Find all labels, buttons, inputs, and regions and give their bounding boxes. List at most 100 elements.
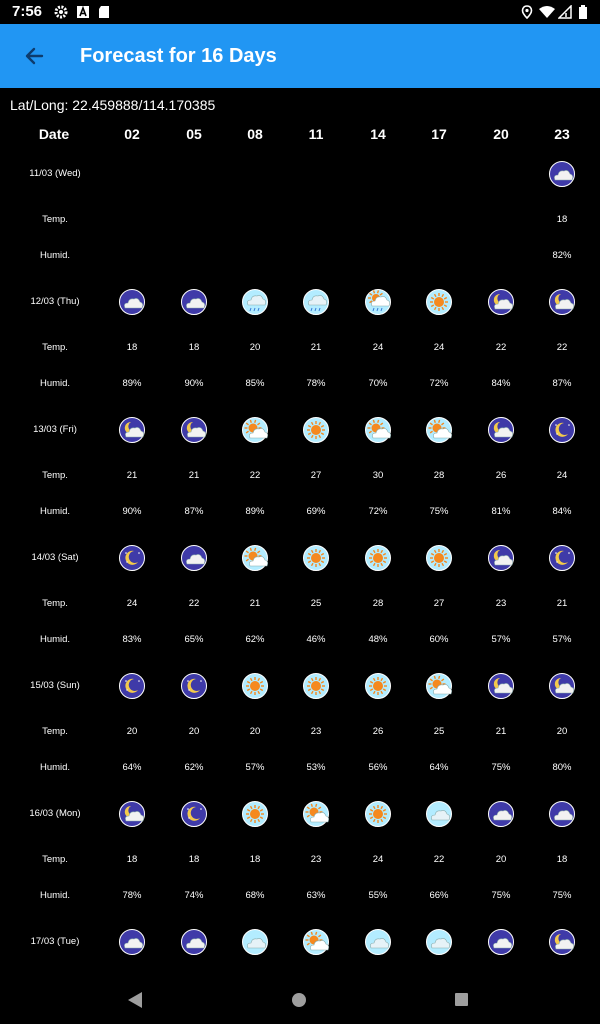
- nav-back-button[interactable]: [128, 992, 142, 1008]
- settings-icon: [54, 5, 68, 19]
- humid-cell: 75%: [552, 890, 572, 901]
- humid-cell: 85%: [245, 378, 265, 389]
- temp-cell: 27: [433, 598, 445, 609]
- temp-cell: 27: [310, 470, 322, 481]
- weather-day-sun-icon: [303, 673, 329, 699]
- humid-cell: 57%: [552, 634, 572, 645]
- humid-cell: 90%: [184, 378, 204, 389]
- temp-cell: 22: [495, 342, 507, 353]
- weather-day-rain-icon: [303, 289, 329, 315]
- weather-day-sun-cloud-icon: [303, 801, 329, 827]
- humid-row-label: Humid.: [39, 378, 71, 389]
- sd-card-icon: [99, 6, 109, 18]
- weather-night-moon-cloud-icon: [119, 417, 145, 443]
- humid-cell: 89%: [122, 378, 142, 389]
- humid-cell: 65%: [184, 634, 204, 645]
- temp-cell: 23: [310, 726, 322, 737]
- humid-cell: 62%: [184, 762, 204, 773]
- weather-day-sun-icon: [242, 801, 268, 827]
- weather-day-sun-icon: [242, 673, 268, 699]
- weather-night-cloudy-icon: [119, 289, 145, 315]
- temp-cell: 20: [249, 342, 261, 353]
- humid-cell: 84%: [491, 378, 511, 389]
- weather-night-moon-cloud-icon: [549, 673, 575, 699]
- day-date-label: 11/03 (Wed): [29, 168, 81, 179]
- temp-cell: 20: [188, 726, 200, 737]
- nav-home-button[interactable]: [292, 993, 306, 1007]
- hour-header-08: 08: [247, 126, 263, 142]
- status-time: 7:56: [12, 3, 43, 20]
- temp-cell: 20: [249, 726, 261, 737]
- humid-cell: 90%: [122, 506, 142, 517]
- humid-cell: 87%: [552, 378, 572, 389]
- weather-night-moon-icon: [119, 673, 145, 699]
- day-date-label: 13/03 (Fri): [33, 424, 77, 435]
- weather-night-moon-cloud-icon: [488, 289, 514, 315]
- temp-cell: 21: [126, 470, 138, 481]
- day-date-label: 16/03 (Mon): [29, 808, 81, 819]
- weather-day-sun-cloud-icon: [426, 673, 452, 699]
- humid-cell: 75%: [429, 506, 449, 517]
- humid-cell: 46%: [306, 634, 326, 645]
- temp-row-label: Temp.: [42, 342, 68, 353]
- humid-cell: 66%: [429, 890, 449, 901]
- temp-cell: 18: [188, 342, 200, 353]
- humid-cell: 87%: [184, 506, 204, 517]
- temp-cell: 18: [556, 214, 568, 225]
- humid-cell: 70%: [368, 378, 388, 389]
- humid-cell: 48%: [368, 634, 388, 645]
- nav-recents-button[interactable]: [455, 993, 468, 1006]
- weather-day-sun-rain-icon: [365, 289, 391, 315]
- weather-night-cloudy-icon: [119, 929, 145, 955]
- temp-cell: 26: [495, 470, 507, 481]
- temp-row-label: Temp.: [42, 854, 68, 865]
- temp-cell: 24: [372, 854, 384, 865]
- weather-night-moon-icon: [181, 673, 207, 699]
- weather-day-cloudy-icon: [426, 801, 452, 827]
- temp-cell: 18: [556, 854, 568, 865]
- weather-day-sun-icon: [426, 289, 452, 315]
- temp-cell: 18: [126, 854, 138, 865]
- page-title: Forecast for 16 Days: [80, 45, 277, 67]
- weather-day-sun-icon: [303, 417, 329, 443]
- temp-cell: 23: [495, 598, 507, 609]
- day-date-label: 14/03 (Sat): [31, 552, 79, 563]
- hour-header-17: 17: [431, 126, 447, 142]
- humid-cell: 60%: [429, 634, 449, 645]
- temp-cell: 21: [556, 598, 568, 609]
- hour-header-05: 05: [186, 126, 202, 142]
- temp-cell: 26: [372, 726, 384, 737]
- weather-night-moon-cloud-icon: [549, 929, 575, 955]
- weather-day-rain-icon: [242, 289, 268, 315]
- weather-day-cloudy-icon: [242, 929, 268, 955]
- temp-cell: 22: [249, 470, 261, 481]
- weather-day-sun-icon: [365, 801, 391, 827]
- back-arrow-icon[interactable]: [20, 42, 50, 70]
- status-bar: 7:56: [0, 0, 600, 24]
- weather-night-moon-icon: [549, 545, 575, 571]
- humid-cell: 64%: [122, 762, 142, 773]
- weather-night-cloudy-icon: [181, 289, 207, 315]
- humid-cell: 68%: [245, 890, 265, 901]
- day-date-label: 17/03 (Tue): [30, 936, 80, 947]
- humid-cell: 62%: [245, 634, 265, 645]
- lat-long-label: Lat/Long: 22.459888/114.170385: [10, 97, 216, 113]
- temp-cell: 21: [249, 598, 261, 609]
- temp-cell: 20: [495, 854, 507, 865]
- weather-night-moon-cloud-icon: [488, 417, 514, 443]
- humid-row-label: Humid.: [39, 762, 71, 773]
- temp-row-label: Temp.: [42, 598, 68, 609]
- weather-day-sun-cloud-icon: [242, 545, 268, 571]
- temp-cell: 22: [188, 598, 200, 609]
- humid-cell: 72%: [368, 506, 388, 517]
- humid-cell: 56%: [368, 762, 388, 773]
- weather-night-moon-cloud-icon: [119, 801, 145, 827]
- temp-cell: 18: [188, 854, 200, 865]
- temp-cell: 25: [310, 598, 322, 609]
- humid-cell: 53%: [306, 762, 326, 773]
- humid-cell: 69%: [306, 506, 326, 517]
- weather-day-cloudy-icon: [365, 929, 391, 955]
- temp-cell: 20: [126, 726, 138, 737]
- temp-cell: 20: [556, 726, 568, 737]
- temp-row-label: Temp.: [42, 726, 68, 737]
